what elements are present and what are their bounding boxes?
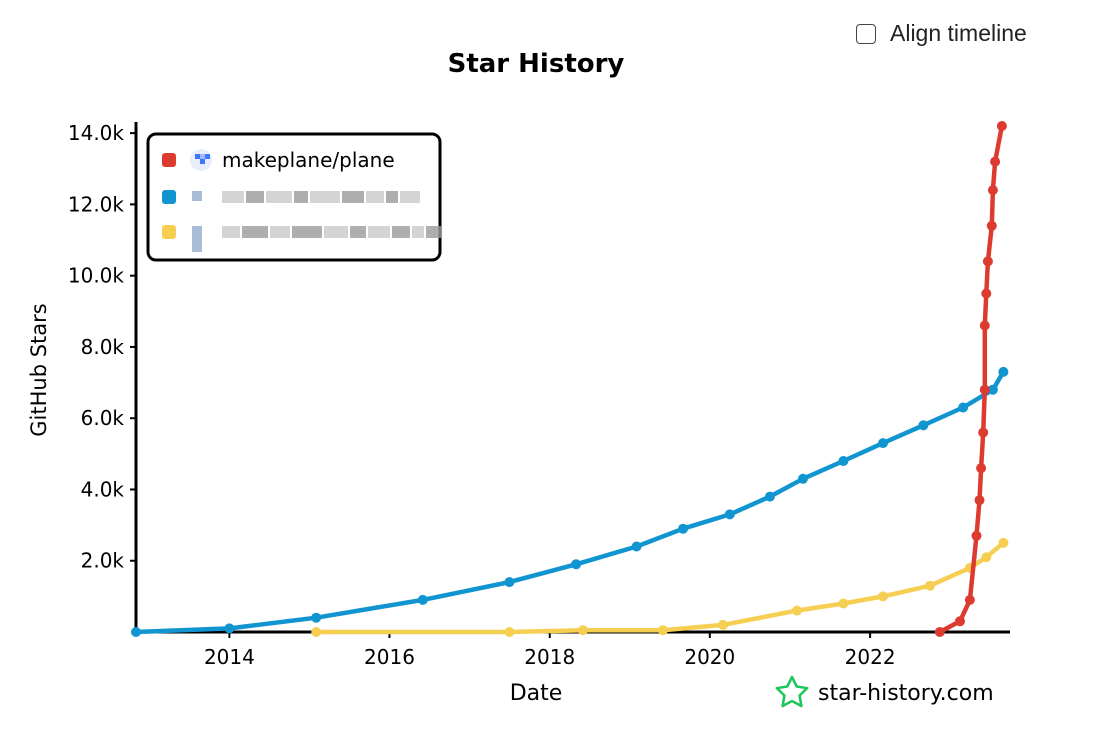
data-point [978, 427, 989, 438]
data-point [311, 627, 322, 637]
y-tick-label: 14.0k [68, 121, 125, 145]
data-point [678, 523, 689, 534]
data-point [311, 612, 322, 623]
data-point [838, 598, 849, 609]
x-axis-label: Date [510, 681, 563, 706]
legend-swatch [162, 190, 176, 204]
data-point [971, 530, 982, 541]
legend-item-1 [162, 190, 420, 204]
data-point [571, 559, 582, 570]
y-tick-label: 2.0k [81, 549, 125, 573]
data-point [955, 616, 965, 627]
series-line [313, 540, 1006, 635]
series-line [937, 123, 1005, 635]
redacted-icon [192, 191, 202, 201]
legend-swatch [162, 153, 176, 167]
data-point [918, 420, 929, 431]
series-1 [131, 366, 1009, 637]
y-tick-label: 4.0k [81, 477, 125, 501]
data-point [791, 605, 802, 616]
data-point [990, 156, 1001, 167]
data-point [934, 627, 945, 637]
data-point [979, 320, 990, 331]
legend-label: makeplane/plane [222, 148, 395, 172]
data-point [577, 625, 588, 636]
data-point [925, 580, 935, 591]
data-point [987, 185, 998, 196]
align-timeline-checkbox[interactable] [856, 23, 876, 44]
x-tick-label: 2016 [364, 645, 415, 669]
data-point [724, 509, 735, 520]
series-line [133, 369, 1006, 635]
x-axis-ticks: 2014 2016 2018 2020 2022 [204, 632, 896, 669]
data-point [982, 256, 993, 267]
data-point [998, 366, 1009, 377]
data-point [964, 594, 975, 605]
data-point [974, 495, 985, 506]
data-point [981, 552, 992, 563]
data-point [131, 627, 141, 637]
legend-item-2 [162, 225, 442, 252]
data-point [631, 541, 642, 552]
star-history-logo-icon [775, 675, 809, 708]
series-2 [311, 537, 1009, 637]
data-point [504, 627, 515, 637]
y-tick-label: 12.0k [68, 192, 125, 216]
data-point [987, 384, 998, 395]
watermark: star-history.com [775, 675, 994, 708]
x-tick-label: 2020 [684, 645, 735, 669]
data-point [986, 220, 997, 231]
data-point [718, 619, 728, 630]
redacted-label [222, 191, 420, 203]
data-point [979, 384, 990, 395]
series-layer [131, 121, 1009, 637]
chart-legend: makeplane/plane [146, 132, 442, 262]
data-point [998, 537, 1009, 548]
redacted-icon [192, 226, 202, 252]
x-tick-label: 2018 [524, 645, 575, 669]
redacted-label [222, 226, 442, 238]
y-axis-ticks: 2.0k 4.0k 6.0k 8.0k 10.0k 12.0k 14.0k [68, 121, 136, 573]
data-point [504, 577, 515, 588]
data-point [417, 594, 428, 605]
y-axis-label: GitHub Stars [27, 303, 51, 436]
chart-title: Star History [448, 49, 625, 79]
data-point [996, 121, 1007, 131]
data-point [981, 288, 992, 299]
y-tick-label: 10.0k [68, 264, 125, 288]
align-timeline-toggle[interactable]: Align timeline [856, 20, 1027, 47]
data-point [657, 625, 668, 636]
data-point [976, 463, 987, 474]
x-tick-label: 2014 [204, 645, 255, 669]
data-point [798, 473, 808, 484]
data-point [764, 491, 775, 502]
data-point [878, 438, 888, 449]
data-point [878, 591, 888, 602]
align-timeline-label: Align timeline [890, 20, 1027, 46]
legend-swatch [162, 225, 176, 239]
x-tick-label: 2022 [845, 645, 896, 669]
plane-logo-icon [190, 149, 212, 171]
data-point [838, 456, 849, 466]
y-tick-label: 8.0k [81, 335, 125, 359]
data-point [958, 402, 969, 413]
data-point [224, 623, 235, 634]
legend-item-0: makeplane/plane [162, 148, 395, 172]
watermark-text: star-history.com [818, 681, 994, 706]
y-tick-label: 6.0k [81, 406, 125, 430]
series-0 [934, 121, 1007, 637]
